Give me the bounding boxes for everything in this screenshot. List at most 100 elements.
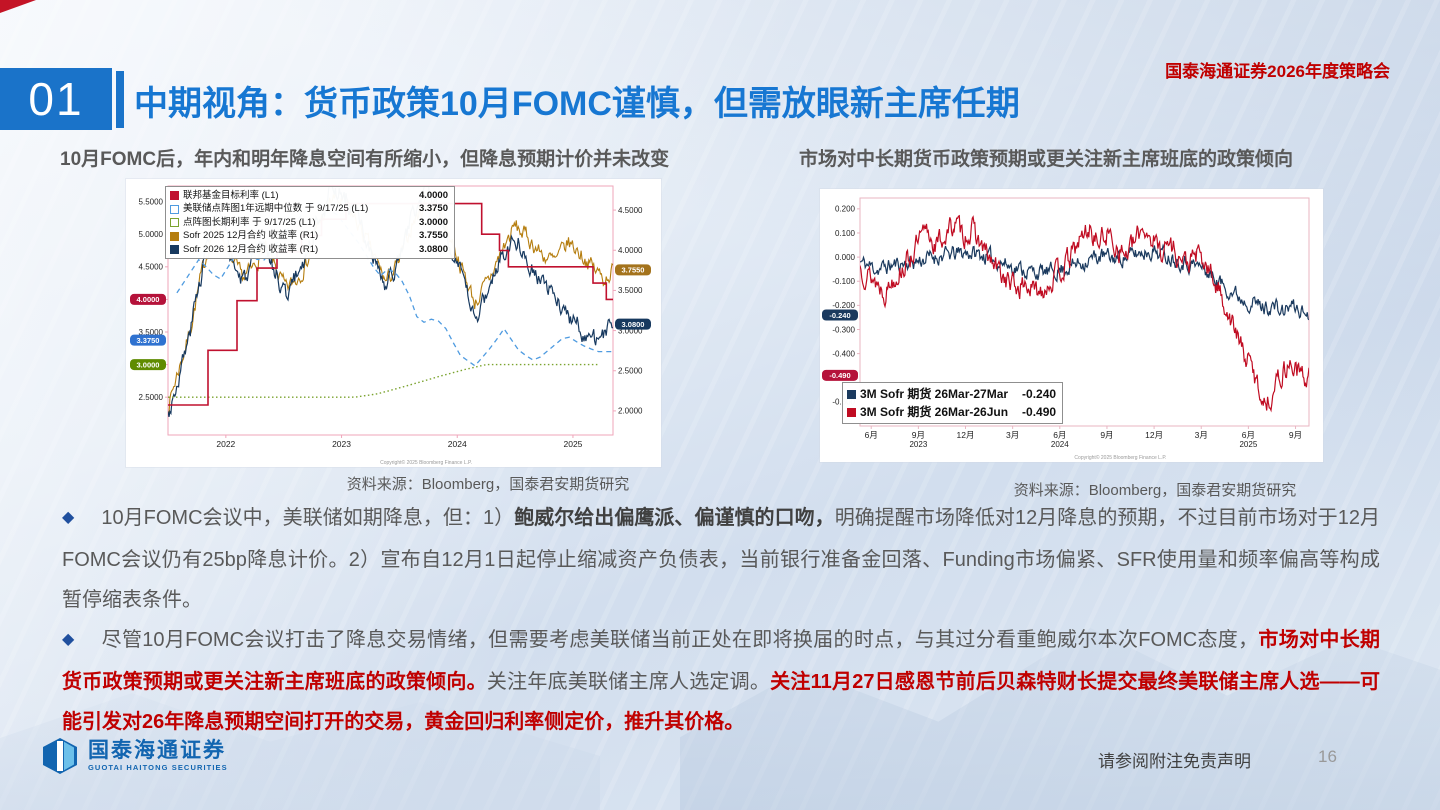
svg-text:5.0000: 5.0000 <box>139 230 164 239</box>
title-divider-bar <box>116 71 124 128</box>
svg-text:2.5000: 2.5000 <box>618 367 643 376</box>
page-title: 中期视角：货币政策10月FOMC谨慎，但需放眼新主席任期 <box>134 85 1020 123</box>
section-number-box: 01 <box>0 68 112 130</box>
chart-sofr-spreads: 0.200 0.100 0.000 -0.100 -0.200 -0.300 -0.400 -… <box>820 189 1323 462</box>
svg-text:-0.200: -0.200 <box>832 301 855 310</box>
page-number: 16 <box>1318 747 1337 766</box>
body-text: ◆ 10月FOMC会议中，美联储如期降息，但：1）鲍威尔给出偏鹰派、偏谨慎的口吻，… <box>62 498 1380 742</box>
svg-text:3.5000: 3.5000 <box>139 328 164 337</box>
svg-text:9月: 9月 <box>912 430 925 440</box>
diamond-bullet-icon: ◆ <box>62 631 75 648</box>
svg-text:6月: 6月 <box>1242 430 1255 440</box>
svg-text:3月: 3月 <box>1195 430 1208 440</box>
source-caption-left: 资料来源：Bloomberg，国泰君安期货研究 <box>346 476 630 493</box>
svg-text:4.0000: 4.0000 <box>618 246 643 255</box>
svg-text:-0.240: -0.240 <box>829 311 850 320</box>
svg-text:4.0000: 4.0000 <box>137 295 160 304</box>
b2-red-1: 市场对中长期货币政策预期或更关注新主席班底的政策倾向。 <box>62 629 1381 693</box>
legend-label: 3M Sofr 期货 26Mar-26Jun <box>860 405 1009 419</box>
svg-text:-0.300: -0.300 <box>832 325 855 334</box>
svg-text:9月: 9月 <box>1100 430 1113 440</box>
b1-pre: 10月FOMC会议中，美联储如期降息，但：1） <box>101 507 515 529</box>
chart-svg-left: 5.5000 5.0000 4.5000 4.0000 3.5000 3.0000 2.50… <box>130 185 651 466</box>
svg-text:3.5000: 3.5000 <box>618 286 643 295</box>
svg-text:0.100: 0.100 <box>835 229 856 238</box>
legend-marker-icon <box>170 231 179 241</box>
b1-bold: 鲍威尔给出偏鹰派、偏谨慎的口吻， <box>514 507 835 529</box>
svg-text:2025: 2025 <box>1239 440 1257 449</box>
section-number: 01 <box>28 73 84 125</box>
svg-text:2023: 2023 <box>332 439 351 449</box>
chart-legend-right: 3M Sofr 期货 26Mar-27Mar -0.240 3M Sofr 期货 2… <box>842 382 1064 424</box>
svg-text:2025: 2025 <box>563 439 582 449</box>
svg-text:6月: 6月 <box>1053 430 1066 440</box>
chart-svg-right: 0.200 0.100 0.000 -0.100 -0.200 -0.300 -0.400 -… <box>822 197 1310 461</box>
legend-label: 联邦基金目标利率 (L1) <box>183 190 279 201</box>
b1-rest: 明确提醒市场降低对12月降息的预期，不过目前市场对于12月FOMC会议仍有25b… <box>62 507 1380 611</box>
legend-label: 点阵图长期利率 于 9/17/25 (L1) <box>183 216 316 228</box>
legend-item: 美联储点阵图1年远期中位数 于 9/17/25 (L1) 3.3750 <box>170 202 448 215</box>
legend-value: 3.7550 <box>418 230 448 242</box>
svg-text:4.5000: 4.5000 <box>139 263 164 272</box>
legend-item: 3M Sofr 期货 26Mar-27Mar -0.240 <box>847 385 1056 403</box>
legend-marker-icon <box>170 245 179 255</box>
subtitle-left: 10月FOMC后，年内和明年降息空间有所缩小，但降息预期计价并未改变 <box>60 149 670 170</box>
svg-text:-0.100: -0.100 <box>832 277 855 286</box>
svg-text:4.5000: 4.5000 <box>618 206 643 215</box>
legend-value: -0.490 <box>1022 405 1057 419</box>
logo-text-en: GUOTAI HAITONG SECURITIES <box>88 762 228 772</box>
svg-text:9月: 9月 <box>1289 430 1302 440</box>
bullet-paragraph-2: ◆ 尽管10月FOMC会议打击了降息交易情绪，但需要考虑美联储当前正处在即将换届的… <box>62 620 1380 742</box>
legend-value: 3.0800 <box>418 243 448 255</box>
svg-text:0.000: 0.000 <box>835 253 856 262</box>
legend-value: 3.3750 <box>418 203 448 215</box>
legend-marker-icon <box>847 389 856 399</box>
legend-item: 点阵图长期利率 于 9/17/25 (L1) 3.0000 <box>170 216 448 229</box>
legend-marker-icon <box>170 191 179 201</box>
conference-label: 国泰海通证券2026年度策略会 <box>1165 62 1390 81</box>
svg-text:3.0800: 3.0800 <box>622 320 645 329</box>
svg-text:12月: 12月 <box>957 430 975 440</box>
legend-label: 3M Sofr 期货 26Mar-27Mar <box>860 387 1009 401</box>
legend-item: Sofr 2026 12月合约 收益率 (R1) 3.0800 <box>170 243 448 256</box>
corner-accent <box>0 0 36 13</box>
logo-text-cn: 国泰海通证券 <box>88 739 226 763</box>
svg-text:-0.400: -0.400 <box>832 349 855 358</box>
chart-legend-left: 联邦基金目标利率 (L1) 4.0000 美联储点阵图1年远期中位数 于 9/17/… <box>165 186 455 260</box>
svg-text:Copyright© 2025 Bloomberg Fina: Copyright© 2025 Bloomberg Finance L.P. <box>380 459 472 466</box>
svg-text:-0.490: -0.490 <box>829 371 850 380</box>
chart-rates-futures: 5.5000 5.0000 4.5000 4.0000 3.5000 3.0000 2.50… <box>126 179 661 467</box>
svg-text:12月: 12月 <box>1145 430 1163 440</box>
bullet-paragraph-1: ◆ 10月FOMC会议中，美联储如期降息，但：1）鲍威尔给出偏鹰派、偏谨慎的口吻，… <box>62 498 1380 620</box>
b2-pre: 尽管10月FOMC会议打击了降息交易情绪，但需要考虑美联储当前正处在即将换届的时… <box>101 629 1259 651</box>
b2-mid: 关注年底美联储主席人选定调。 <box>486 671 771 693</box>
svg-text:2022: 2022 <box>216 439 235 449</box>
svg-text:3.0000: 3.0000 <box>137 360 160 369</box>
legend-item: Sofr 2025 12月合约 收益率 (R1) 3.7550 <box>170 229 448 242</box>
svg-text:3.0000: 3.0000 <box>618 326 643 335</box>
b2-red-2: 关注11月27日感恩节前后贝森特财长提交最终美联储主席人选——可能引发对26年降… <box>62 671 1381 733</box>
svg-text:0.200: 0.200 <box>835 205 856 214</box>
svg-text:3.3750: 3.3750 <box>137 336 160 345</box>
svg-text:2023: 2023 <box>909 440 927 449</box>
legend-value: 4.0000 <box>418 190 448 201</box>
legend-label: Sofr 2025 12月合约 收益率 (R1) <box>183 230 319 242</box>
svg-text:5.5000: 5.5000 <box>139 197 164 206</box>
legend-marker-icon <box>847 407 856 417</box>
legend-marker-icon <box>170 204 179 214</box>
legend-label: Sofr 2026 12月合约 收益率 (R1) <box>183 243 319 255</box>
svg-text:Copyright© 2025 Bloomberg Fina: Copyright© 2025 Bloomberg Finance L.P. <box>1074 454 1166 461</box>
svg-text:2024: 2024 <box>1051 440 1069 449</box>
svg-text:3.7550: 3.7550 <box>622 266 645 275</box>
legend-value: -0.240 <box>1022 387 1057 401</box>
legend-value: 3.0000 <box>418 216 448 228</box>
svg-text:3月: 3月 <box>1006 430 1019 440</box>
disclaimer-text: 请参阅附注免责声明 <box>1098 752 1251 771</box>
company-logo: 国泰海通证券 GUOTAI HAITONG SECURITIES <box>40 736 228 776</box>
logo-hexagon-icon <box>43 738 77 774</box>
legend-item: 联邦基金目标利率 (L1) 4.0000 <box>170 189 448 202</box>
svg-text:6月: 6月 <box>865 430 878 440</box>
legend-label: 美联储点阵图1年远期中位数 于 9/17/25 (L1) <box>183 203 369 215</box>
legend-marker-icon <box>170 218 179 228</box>
